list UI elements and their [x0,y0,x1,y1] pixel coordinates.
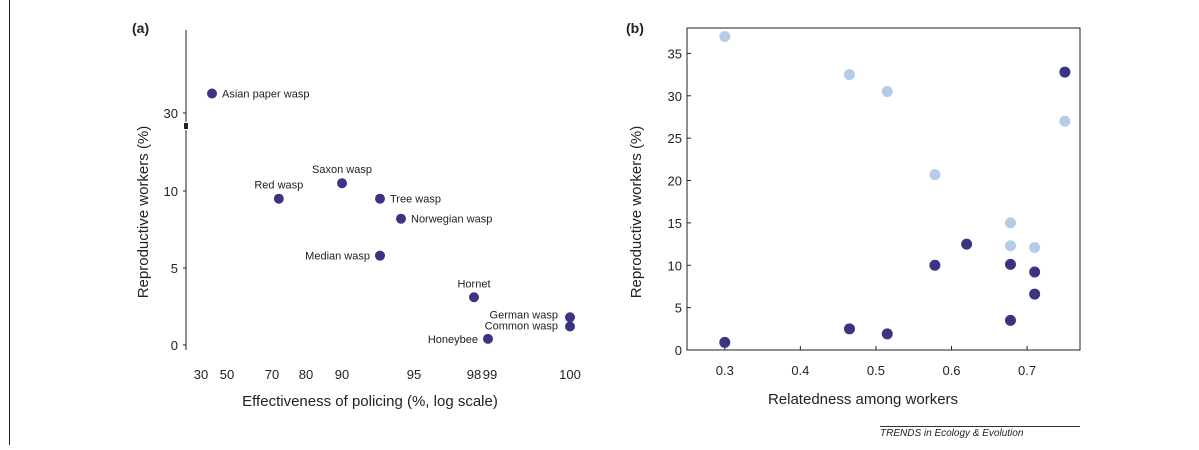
panel-a-point-label: Asian paper wasp [222,89,309,101]
panel-b-y-tick-label: 25 [668,131,682,146]
panel-b-dark-point [881,328,893,340]
panel-a-point-label: Honeybee [428,334,478,346]
panel-b-y-tick-label: 30 [668,89,682,104]
panel-b-y-tick-label: 10 [668,258,682,273]
panel-b-label: (b) [626,20,644,36]
panel-b-x-tick-label: 0.4 [791,363,809,378]
panel-a-point-label: Tree wasp [390,194,441,206]
panel-a-x-axis-title: Effectiveness of policing (%, log scale) [242,393,498,410]
panel-b-dark-point [719,336,731,348]
panel-b-dark-point [1029,288,1041,300]
panel-a-y-tick-label: 0 [171,338,178,353]
panel-b-x-tick-label: 0.3 [716,363,734,378]
panel-a-data-point [207,88,217,99]
panel-b-light-point [843,69,855,81]
panel-a-data-point [565,312,575,323]
panel-a-x-tick-label: 99 [483,367,497,382]
panel-a-x-tick-label: 80 [299,367,313,382]
panel-b-x-tick-label: 0.6 [942,363,960,378]
panel-a-data-point [396,213,406,224]
panel-b-y-tick-label: 5 [675,301,682,316]
panel-a-point-label: Norwegian wasp [411,214,492,226]
panel-a-data-point [273,193,284,204]
panel-a-x-tick-label: 50 [220,367,234,382]
panel-a-point-label: Common wasp [485,321,558,333]
panel-b-light-point [1029,241,1041,253]
panel-b-y-axis-title: Reproductive workers (%) [628,126,645,299]
panel-b-dark-point [961,238,973,250]
panel-a-data-point [483,333,493,344]
panel-b-plot-frame [686,27,1081,351]
panel-b-y-tick-label: 35 [668,46,682,61]
panel-a-point-label: Saxon wasp [312,164,372,176]
panel-b-dark-point [843,323,855,335]
panel-a-y-tick-label: 10 [164,184,178,199]
panel-b-dark-point [1029,266,1041,278]
panel-b-y-tick-label: 0 [675,343,682,358]
panel-a-point-label: Median wasp [305,251,370,263]
panel-a-x-tick-label: 98 [467,367,481,382]
panel-a-point-label: Red wasp [254,180,303,192]
panel-a-data-point [375,250,385,261]
panel-a-x-tick-label: 95 [407,367,421,382]
panel-a-x-tick-label: 100 [559,367,581,382]
panel-a-x-tick-label: 90 [335,367,349,382]
panel-b-y-tick-label: 20 [668,174,682,189]
panel-b-y-tick-label: 15 [668,216,682,231]
panel-a-y-tick-label: 30 [164,106,178,121]
panel-a-y-tick-label: 5 [171,261,178,276]
panel-b-dark-point [1059,66,1071,78]
panel-a: (a) Effectiveness of policing (%, log sc… [132,20,581,410]
panel-a-point-label: German wasp [490,309,558,321]
panel-a-y-axis-break [184,123,188,129]
panel-b-x-tick-label: 0.7 [1018,363,1036,378]
panel-a-data-point [469,292,479,303]
panel-a-data-point [565,321,575,332]
panel-b-light-point [719,30,731,42]
left-border-line [9,0,10,445]
panel-b-dark-point [929,259,941,271]
panel-b-light-point [1059,115,1071,127]
panel-b: (b) Relatedness among workers Reproducti… [626,20,1081,408]
credit-rule [880,426,1080,427]
panel-a-point-label: Hornet [457,278,490,290]
panel-b-x-axis-title: Relatedness among workers [768,391,958,408]
panel-a-y-axis-title: Reproductive workers (%) [135,126,152,299]
panel-a-label: (a) [132,20,149,36]
panel-b-dark-point [1004,258,1016,270]
panel-a-x-tick-label: 70 [265,367,279,382]
panel-b-light-point [1004,240,1016,252]
panel-b-light-point [1004,217,1016,229]
panel-b-x-tick-label: 0.5 [867,363,885,378]
panel-b-light-point [929,169,941,181]
panel-a-x-tick-label: 30 [194,367,208,382]
panel-a-data-point [337,178,347,189]
panel-b-light-point [881,86,893,98]
panel-b-dark-point [1004,314,1016,326]
panel-a-data-point [375,193,385,204]
journal-credit: TRENDS in Ecology & Evolution [880,428,1024,439]
